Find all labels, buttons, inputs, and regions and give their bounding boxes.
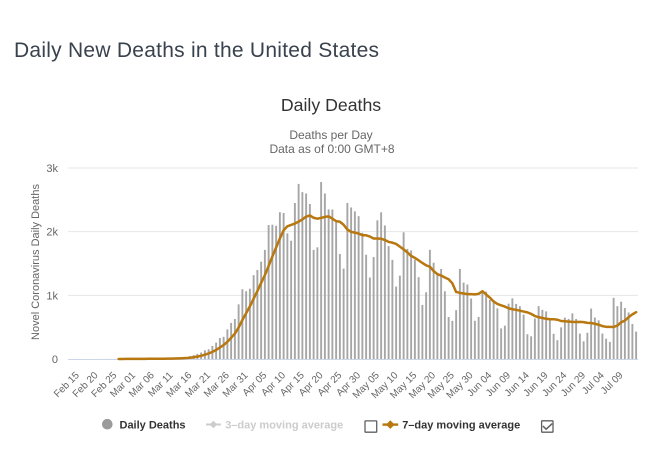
svg-text:2k: 2k	[46, 227, 58, 239]
svg-text:1k: 1k	[46, 290, 58, 302]
svg-text:0: 0	[52, 354, 58, 366]
svg-text:Deaths per Day: Deaths per Day	[289, 128, 372, 142]
svg-text:3–day moving average: 3–day moving average	[225, 420, 343, 432]
svg-text:Data as of 0:00 GMT+8: Data as of 0:00 GMT+8	[269, 142, 394, 156]
svg-text:Jul 09: Jul 09	[599, 370, 626, 397]
svg-text:Daily Deaths: Daily Deaths	[281, 95, 381, 115]
svg-text:Daily Deaths: Daily Deaths	[120, 420, 186, 432]
svg-text:3k: 3k	[46, 163, 58, 175]
svg-text:7–day moving average: 7–day moving average	[402, 420, 520, 432]
svg-text:Novel Coronavirus Daily Deaths: Novel Coronavirus Daily Deaths	[30, 184, 42, 340]
